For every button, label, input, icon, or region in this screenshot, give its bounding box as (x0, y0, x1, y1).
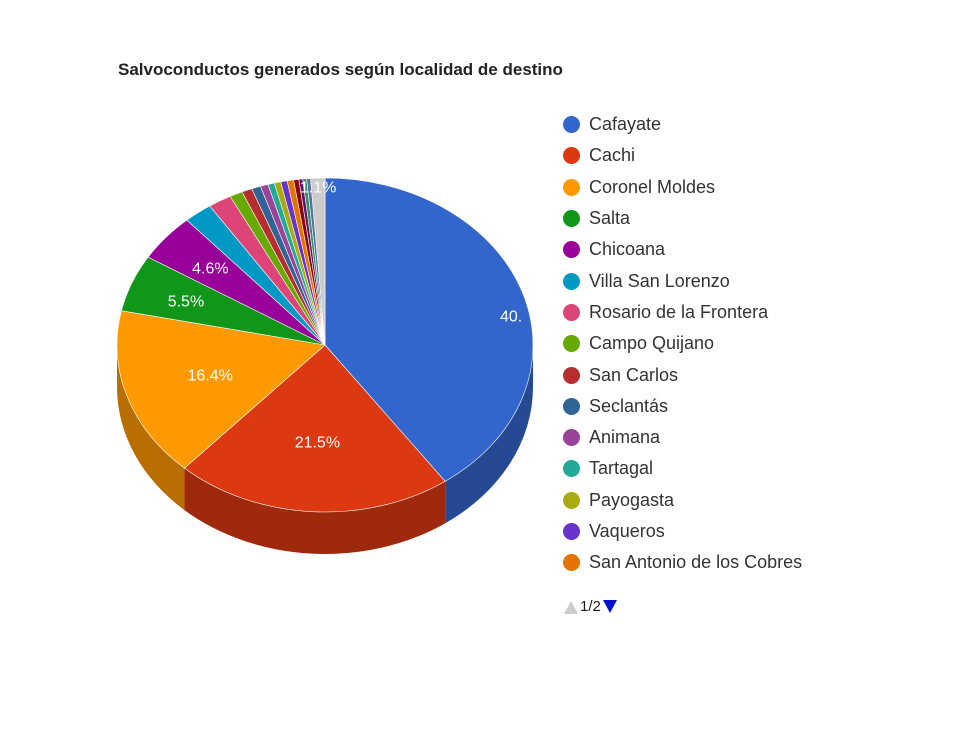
legend-swatch (563, 241, 580, 259)
legend-pager: 1/2 (563, 598, 618, 615)
pie-slice-2[interactable] (183, 344, 446, 513)
legend-item[interactable]: Cafayate (563, 109, 802, 140)
legend-item[interactable]: Vaqueros (563, 516, 802, 547)
triangle-down-icon[interactable] (602, 599, 618, 615)
legend-item[interactable]: Rosario de la Frontera (563, 297, 802, 328)
legend-item[interactable]: Villa San Lorenzo (563, 265, 802, 296)
legend-label: Vaqueros (589, 521, 665, 541)
legend: Cafayate Cachi Coronel Moldes Salta Chicoana… (563, 109, 802, 578)
legend-item[interactable]: Animana (563, 422, 802, 453)
legend-item[interactable]: Cachi (563, 140, 802, 171)
pie-data-label-4: 5.5% (168, 293, 204, 310)
legend-swatch (563, 335, 580, 353)
legend-label: San Antonio de los Cobres (589, 552, 803, 573)
legend-item[interactable]: Salta (563, 203, 802, 234)
legend-label: Tartagal (589, 458, 654, 479)
legend-label: Rosario de la Frontera (589, 301, 769, 322)
legend-item[interactable]: Tartagal (563, 453, 802, 484)
legend-item[interactable]: Payogasta (563, 485, 802, 516)
legend-swatch (563, 147, 580, 165)
legend-label: Cafayate (589, 114, 662, 135)
pie-slice-1[interactable] (324, 177, 534, 482)
pie-side-3 (117, 345, 185, 511)
pie-data-label-3: 16.4% (187, 368, 232, 385)
pie-sides (117, 345, 533, 554)
legend-label: Seclantás (589, 395, 669, 416)
pie-slice-20[interactable] (310, 177, 326, 346)
legend-label: Cachi (589, 145, 636, 166)
legend-swatch (563, 554, 580, 572)
pager-page-indicator: 1/2 (580, 598, 601, 615)
legend-item[interactable]: San Antonio de los Cobres (563, 547, 802, 578)
legend-item[interactable]: Coronel Moldes (563, 172, 802, 203)
legend-item[interactable]: San Carlos (563, 359, 802, 390)
legend-swatch (563, 429, 580, 447)
legend-label: Animana (589, 427, 661, 448)
triangle-up-icon[interactable] (563, 599, 579, 615)
pie-data-label-20: 1.1% (300, 179, 336, 196)
pie-slice-3[interactable] (116, 310, 326, 469)
legend-swatch (563, 303, 580, 321)
legend-label: Payogasta (589, 489, 675, 510)
pie-data-label-1: 40. (500, 309, 522, 326)
legend-item[interactable]: Seclantás (563, 391, 802, 422)
legend-label: Salta (589, 208, 631, 229)
pie-data-label-5: 4.6% (192, 261, 228, 278)
legend-item[interactable]: Chicoana (563, 234, 802, 265)
legend-label: Chicoana (589, 239, 666, 260)
pie-side-1 (445, 345, 533, 524)
legend-swatch (563, 491, 580, 509)
pie-data-labels: 40. 21.5% 16.4% 5.5% 4.6% 1.1% (168, 179, 523, 451)
legend-swatch (563, 523, 580, 540)
pie-top-slices (116, 177, 534, 513)
pie-data-label-2: 21.5% (295, 435, 340, 452)
legend-label: Campo Quijano (589, 333, 715, 354)
legend-swatch (563, 272, 580, 290)
legend-swatch (563, 397, 580, 415)
legend-item[interactable]: Campo Quijano (563, 328, 802, 359)
legend-label: Coronel Moldes (589, 176, 716, 197)
pie-side-2 (184, 468, 446, 554)
legend-swatch (563, 460, 580, 478)
legend-swatch (563, 178, 580, 196)
legend-label: Villa San Lorenzo (589, 270, 730, 291)
legend-label: San Carlos (589, 364, 679, 385)
legend-swatch (563, 210, 580, 228)
legend-swatch (563, 116, 580, 134)
legend-swatch (563, 366, 580, 384)
chart-title: Salvoconductos generados según localidad… (118, 60, 563, 79)
